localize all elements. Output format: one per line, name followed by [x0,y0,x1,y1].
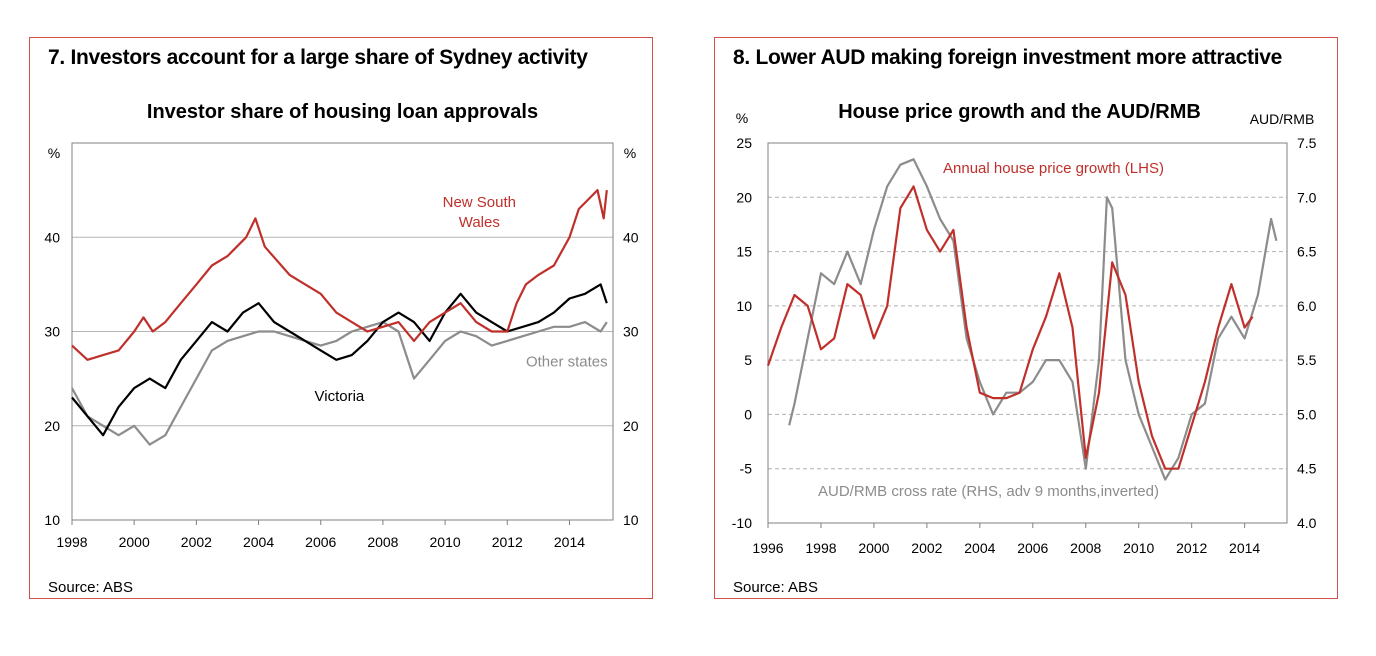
y-tick-label-left: 20 [736,189,752,205]
x-tick-label: 2012 [492,534,523,550]
plot-frame [767,142,1288,524]
series-label-aud-rmb: AUD/RMB cross rate (RHS, adv 9 months,in… [818,483,1159,500]
y-tick-label-right: 4.0 [1297,515,1317,531]
y-tick-label-right: 7.5 [1297,135,1317,151]
source-note: Source: ABS [733,579,819,596]
x-tick-label: 2014 [1229,540,1260,556]
x-tick-label: 2008 [367,534,398,550]
y-tick-label-left: -5 [740,461,753,477]
y-tick-label-right: 40 [623,229,639,245]
x-tick-label: 1998 [805,540,836,556]
series-label-victoria: Victoria [315,388,365,405]
panel-heading: 7. Investors account for a large share o… [48,46,588,69]
x-tick-label: 2014 [554,534,585,550]
y-tick-label-left: -10 [732,515,752,531]
chart-panel-house-price-aud: 8. Lower AUD making foreign investment m… [714,37,1338,599]
x-tick-label: 2010 [1123,540,1154,556]
y-tick-label-left: 15 [736,244,752,260]
y-tick-label-right: 6.5 [1297,244,1317,260]
x-tick-label: 2004 [243,534,274,550]
y-axis-unit-left: % [48,145,60,161]
y-tick-label-right: 10 [623,512,639,528]
y-tick-label-right: 7.0 [1297,189,1317,205]
x-tick-label: 2012 [1176,540,1207,556]
x-tick-label: 2008 [1070,540,1101,556]
y-tick-label-right: 5.5 [1297,352,1317,368]
series-line-aud-rmb [788,158,1278,481]
x-tick-label: 2002 [911,540,942,556]
chart-title: Investor share of housing loan approvals [147,101,538,123]
y-tick-label-left: 5 [744,352,752,368]
x-tick-label: 2006 [305,534,336,550]
y-tick-label-right: 5.0 [1297,406,1317,422]
y-tick-label-right: 4.5 [1297,461,1317,477]
x-tick-label: 2002 [181,534,212,550]
series-line-other-states [71,321,608,446]
series-line-victoria [71,283,608,437]
series-label-other-states: Other states [526,353,608,370]
x-tick-label: 2000 [119,534,150,550]
series-label-house-price-growth: Annual house price growth (LHS) [943,160,1164,177]
x-tick-label: 2010 [430,534,461,550]
y-tick-label-left: 10 [736,298,752,314]
x-tick-label: 1998 [56,534,87,550]
y-tick-label-left: 40 [44,229,60,245]
panel-heading: 8. Lower AUD making foreign investment m… [733,46,1282,69]
y-tick-label-left: 10 [44,512,60,528]
series-line-new-south-wales [71,189,608,361]
y-tick-label-right: 6.0 [1297,298,1317,314]
y-tick-label-right: 20 [623,418,639,434]
source-note: Source: ABS [48,579,134,596]
y-axis-unit-right: % [624,145,636,161]
chart-panel-investor-share: 7. Investors account for a large share o… [29,37,653,599]
x-tick-label: 2000 [858,540,889,556]
y-axis-unit-left: % [736,110,748,126]
y-tick-label-left: 20 [44,418,60,434]
y-tick-label-left: 0 [744,406,752,422]
y-tick-label-left: 30 [44,324,60,340]
y-tick-label-left: 25 [736,135,752,151]
plot-frame [71,142,614,521]
series-label-new-south-wales: New South Wales [443,194,516,231]
series-line-house-price-growth [766,185,1254,470]
y-tick-label-right: 30 [623,324,639,340]
x-tick-label: 2006 [1017,540,1048,556]
chart-title: House price growth and the AUD/RMB [838,101,1201,123]
x-tick-label: 2004 [964,540,995,556]
x-tick-label: 1996 [752,540,783,556]
y-axis-unit-right: AUD/RMB [1250,111,1315,127]
